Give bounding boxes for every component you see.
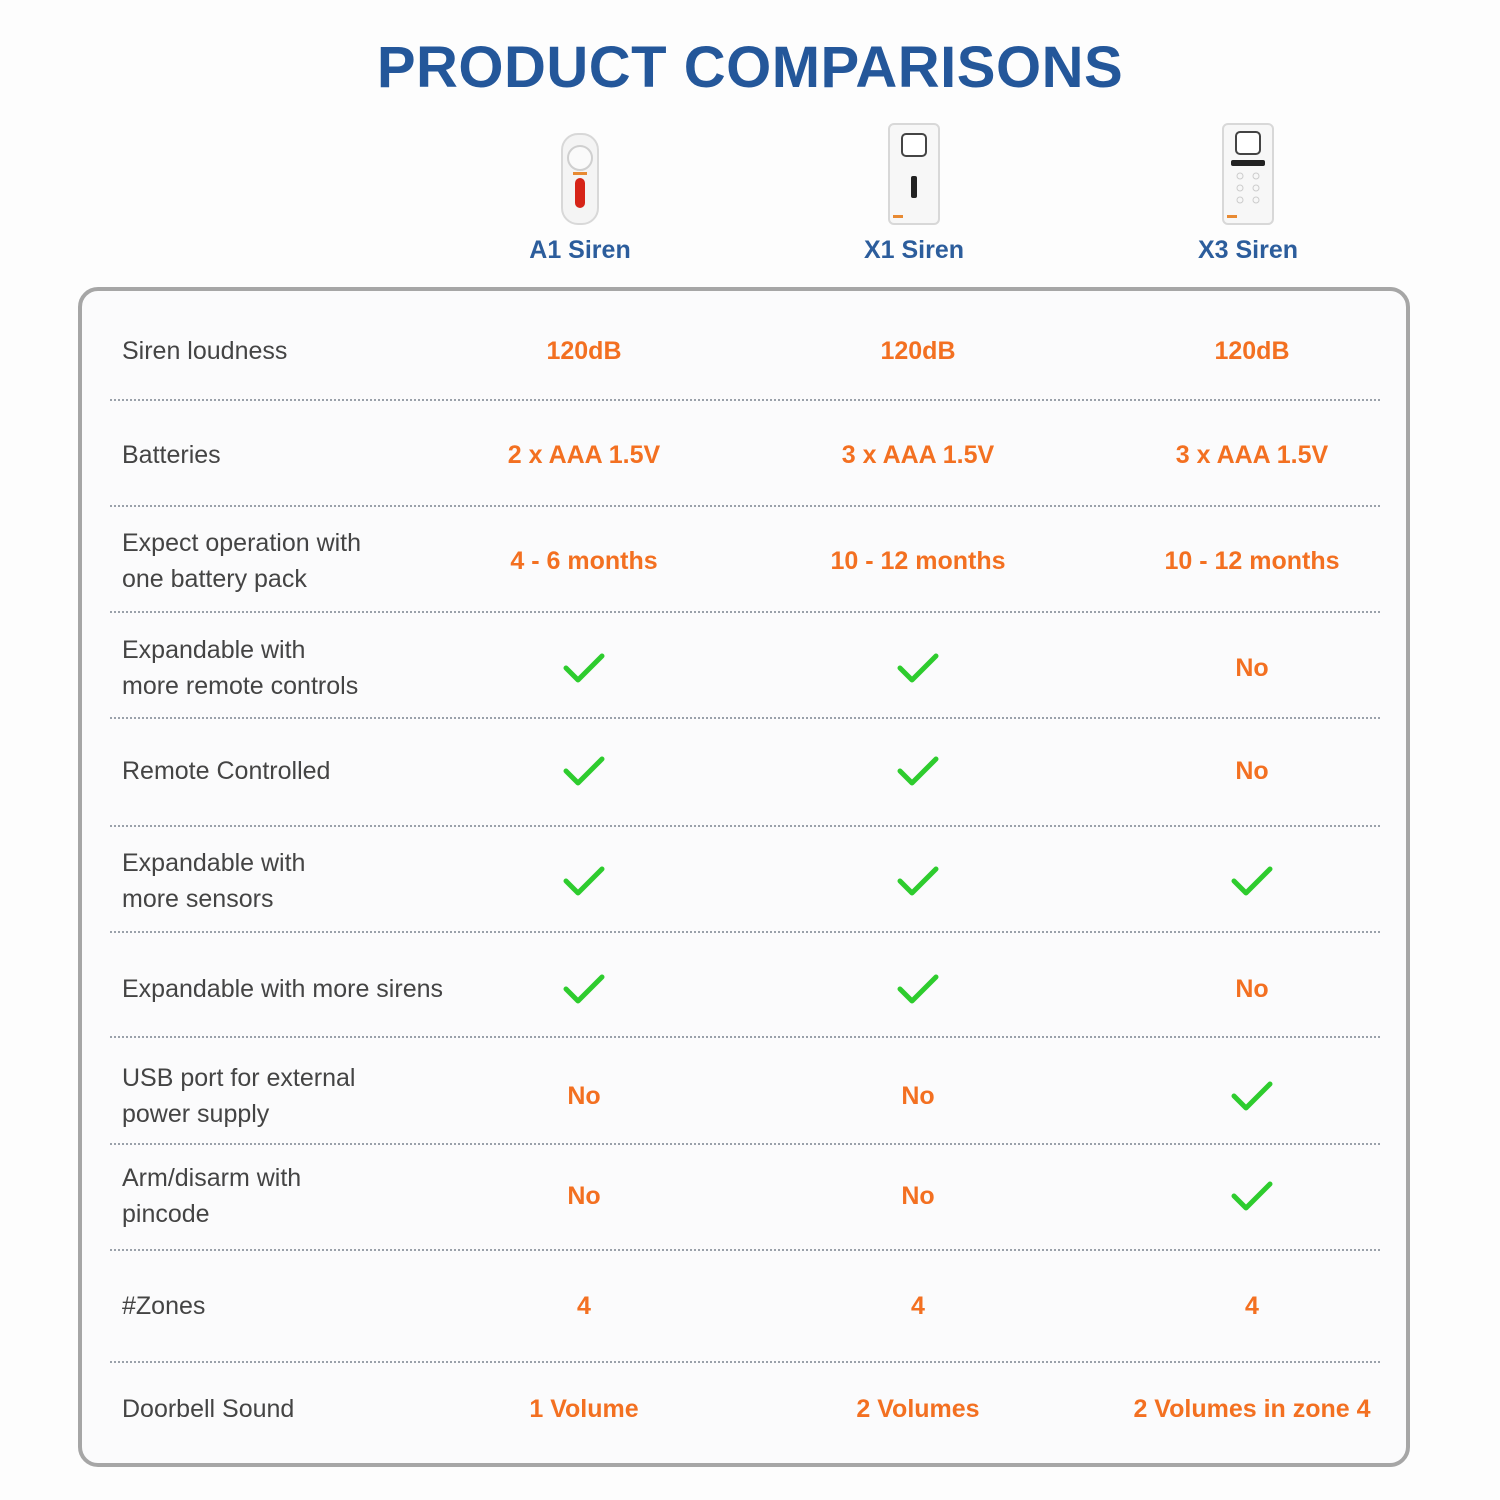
feature-supported <box>1092 1179 1412 1213</box>
checkmark-icon <box>897 866 939 896</box>
row-label: Doorbell Sound <box>122 1395 295 1423</box>
feature-supported <box>424 754 744 788</box>
feature-supported <box>1092 1079 1412 1113</box>
feature-supported <box>424 651 744 685</box>
row-value: No <box>901 1082 935 1110</box>
product-column-header: X1 Siren <box>784 118 1044 265</box>
row-label: Siren loudness <box>122 337 288 365</box>
checkmark-icon <box>1231 1081 1273 1111</box>
row-divider <box>110 1361 1380 1363</box>
row-label: Expandable with more sirens <box>122 975 443 1003</box>
row-label: #Zones <box>122 1292 206 1320</box>
row-value: No <box>567 1082 601 1110</box>
checkmark-icon <box>563 756 605 786</box>
row-label: Expect operation with one battery pack <box>122 529 362 593</box>
row-value: 2 x AAA 1.5V <box>507 441 661 469</box>
row-label: Remote Controlled <box>122 757 331 785</box>
checkmark-icon <box>897 974 939 1004</box>
comparison-table: Siren loudness 120dB 120dB 120dB Batteries 2 … <box>78 287 1410 1467</box>
row-value: 4 <box>1245 1292 1259 1320</box>
feature-supported <box>424 864 744 898</box>
row-value: 10 - 12 months <box>830 547 1006 575</box>
row-divider <box>110 1249 1380 1251</box>
x1-siren-device-image <box>784 118 1044 230</box>
row-divider <box>110 931 1380 933</box>
product-name: X1 Siren <box>863 236 965 264</box>
row-divider <box>110 1036 1380 1038</box>
product-name: X3 Siren <box>1197 236 1299 264</box>
row-value: 120dB <box>546 337 622 365</box>
feature-supported <box>424 972 744 1006</box>
feature-supported <box>1092 864 1412 898</box>
row-value: 4 <box>577 1292 591 1320</box>
product-column-header: X3 Siren <box>1118 118 1378 265</box>
row-value: 2 Volumes in zone 4 <box>1133 1395 1371 1423</box>
a1-siren-device-image <box>450 118 710 230</box>
row-divider <box>110 611 1380 613</box>
row-value: 120dB <box>1214 337 1290 365</box>
feature-supported <box>758 651 1078 685</box>
row-value: No <box>901 1182 935 1210</box>
checkmark-icon <box>1231 1181 1273 1211</box>
checkmark-icon <box>1231 866 1273 896</box>
feature-supported <box>758 754 1078 788</box>
row-divider <box>110 1143 1380 1145</box>
row-label: Expandable with more remote controls <box>122 636 359 700</box>
row-value: 3 x AAA 1.5V <box>841 441 995 469</box>
row-divider <box>110 717 1380 719</box>
row-value: No <box>567 1182 601 1210</box>
product-name: A1 Siren <box>529 236 631 264</box>
feature-supported <box>758 972 1078 1006</box>
row-value: 10 - 12 months <box>1164 547 1340 575</box>
feature-supported <box>758 864 1078 898</box>
row-label: Batteries <box>122 441 221 469</box>
row-value: No <box>1235 975 1269 1003</box>
row-value: 2 Volumes <box>856 1395 980 1423</box>
row-divider <box>110 825 1380 827</box>
row-label: Expandable with more sensors <box>122 849 306 913</box>
row-value: 4 - 6 months <box>510 547 658 575</box>
row-label: USB port for external power supply <box>122 1064 356 1128</box>
row-label: Arm/disarm with pincode <box>122 1164 302 1228</box>
row-value: No <box>1235 654 1269 682</box>
product-column-header: A1 Siren <box>450 118 710 265</box>
row-divider <box>110 399 1380 401</box>
row-value: 3 x AAA 1.5V <box>1175 441 1329 469</box>
row-value: No <box>1235 757 1269 785</box>
checkmark-icon <box>897 653 939 683</box>
row-value: 1 Volume <box>529 1395 639 1423</box>
x3-siren-device-image <box>1118 118 1378 230</box>
row-value: 4 <box>911 1292 925 1320</box>
checkmark-icon <box>563 653 605 683</box>
checkmark-icon <box>897 756 939 786</box>
row-value: 120dB <box>880 337 956 365</box>
row-divider <box>110 505 1380 507</box>
checkmark-icon <box>563 866 605 896</box>
checkmark-icon <box>563 974 605 1004</box>
page-title: PRODUCT COMPARISONS <box>376 35 1124 100</box>
